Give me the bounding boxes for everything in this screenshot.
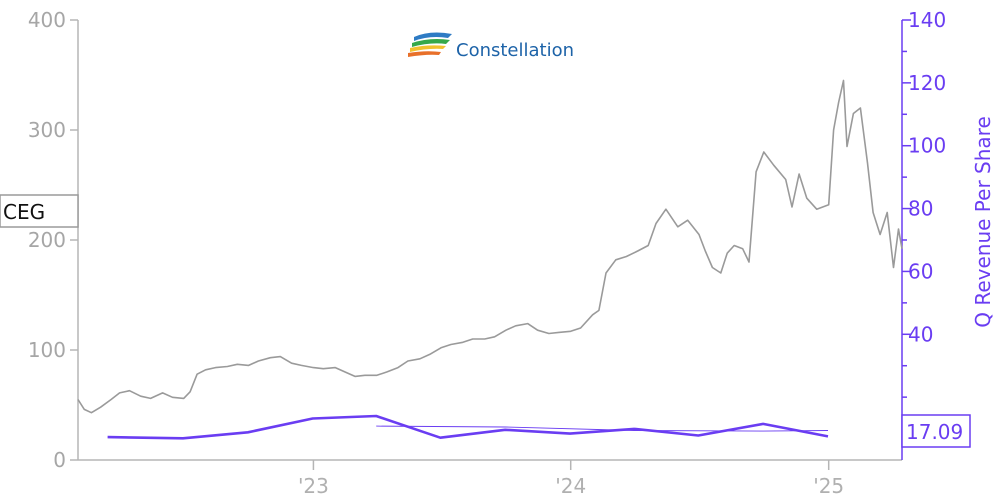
logo-swoosh-green-icon bbox=[412, 39, 450, 47]
logo-swoosh-orange-icon bbox=[408, 51, 441, 57]
left-tick-label: 0 bbox=[53, 448, 66, 472]
left-tick-label: 200 bbox=[28, 228, 66, 252]
last-value-text: 17.09 bbox=[906, 420, 963, 444]
x-tick-label: '25 bbox=[813, 474, 844, 498]
left-tick-label: 300 bbox=[28, 118, 66, 142]
constellation-logo: Constellation bbox=[408, 32, 574, 61]
left-tick-label: 100 bbox=[28, 338, 66, 362]
right-axis-title: Q Revenue Per Share bbox=[971, 116, 995, 328]
revenue-line bbox=[107, 414, 829, 440]
right-tick-label: 80 bbox=[908, 197, 933, 221]
series-layer bbox=[77, 79, 903, 440]
last-value-box bbox=[901, 414, 971, 448]
last-value-label: 17.09 bbox=[901, 414, 971, 448]
right-tick-label: 140 bbox=[908, 8, 946, 32]
right-tick-label: 60 bbox=[908, 259, 933, 283]
ticker-text: CEG bbox=[3, 200, 45, 224]
price-line bbox=[77, 79, 903, 414]
left-axis-ticks: 0 100 200 300 400 bbox=[28, 8, 78, 472]
ticker-box bbox=[0, 194, 79, 228]
right-tick-label: 40 bbox=[908, 322, 933, 346]
logo-swoosh-yellow-icon bbox=[410, 45, 446, 52]
logo-text: Constellation bbox=[456, 40, 574, 61]
right-axis-ticks: 40 60 80 100 120 140 bbox=[902, 8, 946, 430]
right-tick-label: 120 bbox=[908, 71, 946, 95]
left-tick-label: 400 bbox=[28, 8, 66, 32]
x-axis-ticks: '23 '24 '25 bbox=[298, 460, 844, 498]
x-tick-label: '23 bbox=[298, 474, 329, 498]
revenue-reference-line bbox=[376, 425, 829, 432]
right-tick-label: 100 bbox=[908, 134, 946, 158]
logo-swoosh-blue-icon bbox=[414, 32, 452, 41]
ticker-label: CEG bbox=[0, 194, 79, 228]
x-tick-label: '24 bbox=[555, 474, 586, 498]
